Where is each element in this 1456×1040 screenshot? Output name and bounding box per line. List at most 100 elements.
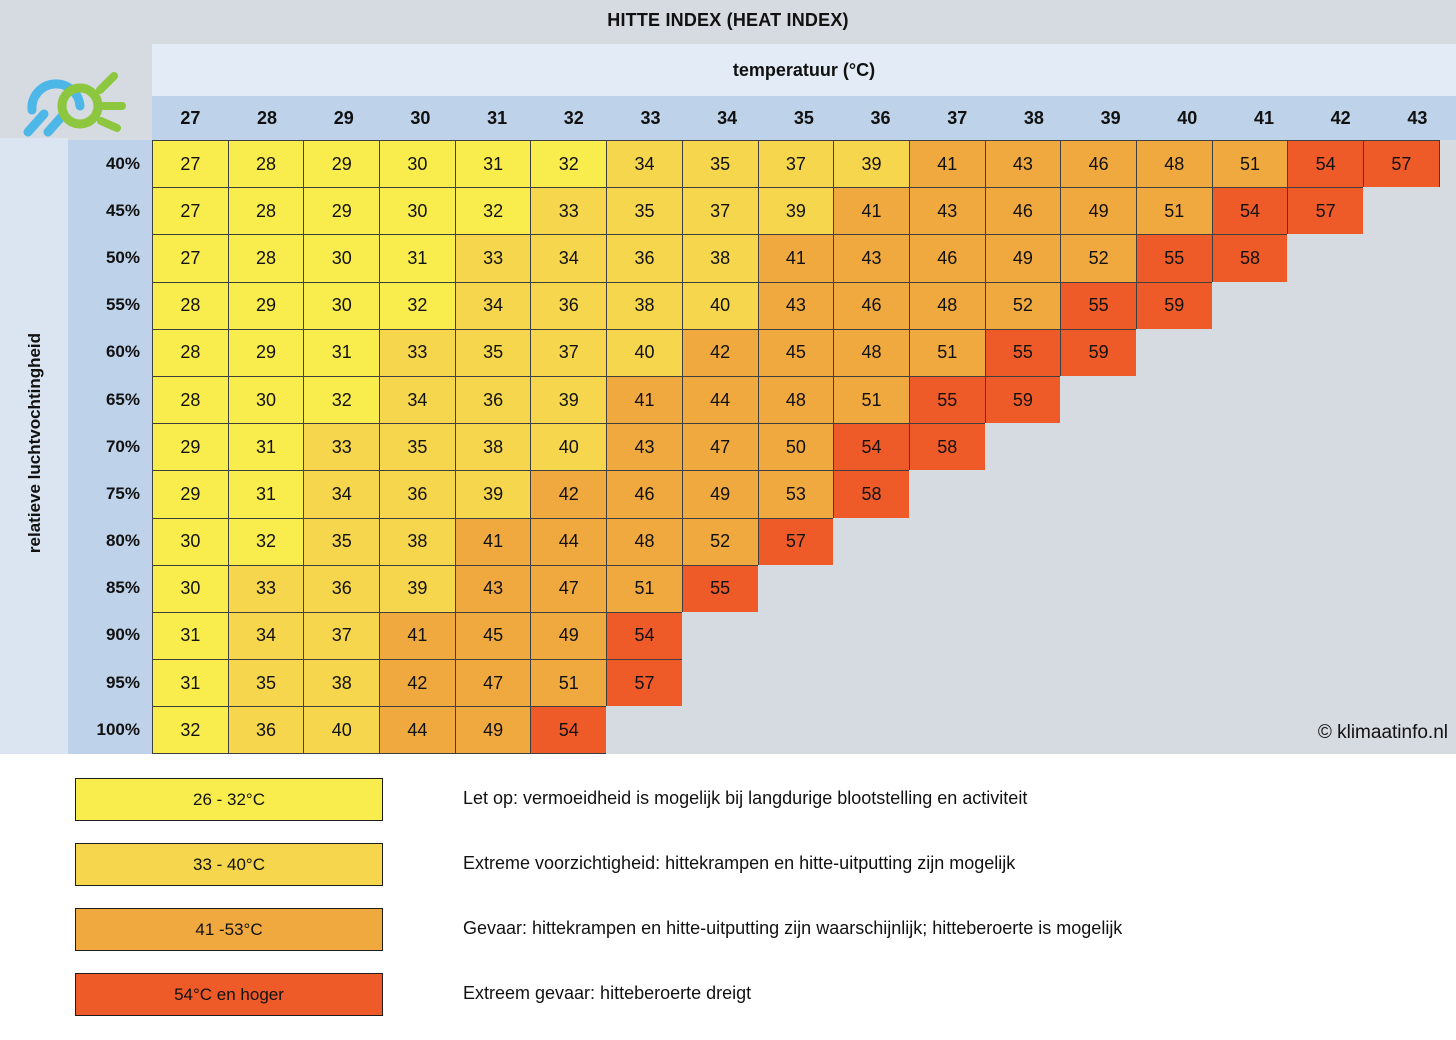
grid-cell: 34 (530, 234, 608, 283)
grid-cell: 41 (757, 234, 835, 283)
grid-cell-empty (1135, 375, 1213, 425)
grid-cell: 54 (1211, 187, 1289, 236)
grid-cell-empty (1363, 611, 1440, 661)
legend-description: Extreem gevaar: hitteberoerte dreigt (463, 983, 752, 1003)
column-header-37: 37 (947, 107, 968, 128)
grid-cell: 48 (606, 517, 683, 566)
grid-cell: 48 (908, 281, 986, 330)
column-header-42: 42 (1330, 107, 1351, 128)
grid-cell: 46 (833, 281, 910, 330)
grid-cell-empty (1211, 517, 1289, 566)
grid-cell: 58 (833, 470, 910, 519)
grid-cell-empty (1287, 234, 1364, 283)
grid-row: 27 28 29 30 31 32 34 35 37 39 41 43 46 48 51 54 57 (152, 140, 1456, 189)
grid-cell-empty (908, 611, 986, 661)
row-header-60pct: 60% (105, 342, 140, 362)
grid-cell-empty (1135, 611, 1213, 661)
grid-cell: 49 (530, 611, 608, 661)
legend-row: 54°C en hoger Extreem gevaar: hitteberoer… (0, 973, 1456, 1038)
grid-cell: 46 (908, 234, 986, 283)
grid-cell: 28 (227, 140, 305, 189)
grid-row: 30 33 36 39 43 47 51 55 (152, 564, 1456, 613)
grid-cell-empty (1363, 328, 1440, 377)
grid-cell-empty (1060, 564, 1137, 613)
grid-cell: 48 (757, 375, 835, 425)
grid-cell: 27 (152, 140, 229, 189)
grid-cell-empty (757, 564, 835, 613)
grid-cell-empty (1211, 564, 1289, 613)
row-header-70pct: 70% (105, 436, 140, 456)
grid-cell: 58 (908, 423, 986, 472)
grid-cell: 57 (1287, 187, 1364, 236)
grid-cell-empty (1135, 564, 1213, 613)
grid-cell: 28 (152, 281, 229, 330)
grid-cell: 39 (833, 140, 910, 189)
grid-cell: 53 (757, 470, 835, 519)
grid-cell-empty (1135, 328, 1213, 377)
grid-cell: 59 (1135, 281, 1213, 330)
row-header-65pct: 65% (105, 389, 140, 409)
grid-row: 28 29 31 33 35 37 40 42 45 48 51 55 59 (152, 328, 1456, 377)
cloud-sun-rain-icon (23, 72, 126, 137)
legend-swatch: 33 - 40°C (75, 843, 383, 886)
grid-cell-empty (1363, 517, 1440, 566)
grid-cell-empty (833, 564, 910, 613)
grid-cell: 51 (1211, 140, 1289, 189)
grid-cell-empty (1060, 659, 1137, 708)
grid-cell: 43 (757, 281, 835, 330)
grid-cell-empty (1135, 706, 1213, 755)
grid-cell: 52 (984, 281, 1062, 330)
legend-swatch: 41 -53°C (75, 908, 383, 951)
grid-cell: 34 (227, 611, 305, 661)
grid-cell-empty (1287, 470, 1364, 519)
grid-cell-empty (1363, 187, 1440, 236)
grid-cell-empty (1363, 470, 1440, 519)
row-header-55pct: 55% (105, 295, 140, 315)
grid-cell-empty (908, 470, 986, 519)
grid-cell: 29 (303, 140, 381, 189)
grid-cell: 43 (908, 187, 986, 236)
grid-cell: 30 (152, 564, 229, 613)
grid-cell: 30 (379, 187, 456, 236)
grid-cell: 40 (303, 706, 381, 755)
column-header-29: 29 (333, 107, 354, 128)
grid-cell: 34 (303, 470, 381, 519)
grid-cell-empty (1060, 706, 1137, 755)
title-banner: HITTE INDEX (HEAT INDEX) (0, 0, 1456, 44)
row-header-90pct: 90% (105, 625, 140, 645)
grid-cell: 37 (530, 328, 608, 377)
grid-cell: 35 (303, 517, 381, 566)
grid-row: 29 31 34 36 39 42 46 49 53 58 (152, 470, 1456, 519)
grid-cell: 30 (227, 375, 305, 425)
grid-cell: 34 (606, 140, 683, 189)
grid-cell: 28 (152, 375, 229, 425)
column-header-40: 40 (1177, 107, 1198, 128)
heat-index-grid: 27 28 29 30 31 32 34 35 37 39 41 43 46 48 51 54 57 27 28 29… (152, 140, 1456, 755)
grid-cell-empty (681, 706, 759, 755)
grid-cell: 36 (454, 375, 532, 425)
grid-cell-empty (1211, 375, 1289, 425)
grid-cell: 31 (227, 470, 305, 519)
grid-cell-empty (833, 706, 910, 755)
grid-cell: 55 (984, 328, 1062, 377)
grid-cell-empty (1363, 281, 1440, 330)
grid-cell: 39 (454, 470, 532, 519)
legend-swatch: 54°C en hoger (75, 973, 383, 1016)
grid-cell: 36 (303, 564, 381, 613)
grid-cell: 37 (681, 187, 759, 236)
grid-cell: 49 (1060, 187, 1137, 236)
grid-cell: 32 (227, 517, 305, 566)
grid-cell-empty (908, 564, 986, 613)
grid-cell: 55 (681, 564, 759, 613)
grid-cell: 35 (379, 423, 456, 472)
grid-cell-empty (1211, 659, 1289, 708)
grid-cell-empty (1135, 423, 1213, 472)
column-header-39: 39 (1100, 107, 1121, 128)
column-header-32: 32 (563, 107, 584, 128)
x-axis-header: temperatuur (°C) (152, 44, 1456, 96)
grid-cell: 55 (908, 375, 986, 425)
legend-swatch: 26 - 32°C (75, 778, 383, 821)
grid-cell: 50 (757, 423, 835, 472)
grid-cell-empty (1287, 328, 1364, 377)
grid-cell: 43 (454, 564, 532, 613)
